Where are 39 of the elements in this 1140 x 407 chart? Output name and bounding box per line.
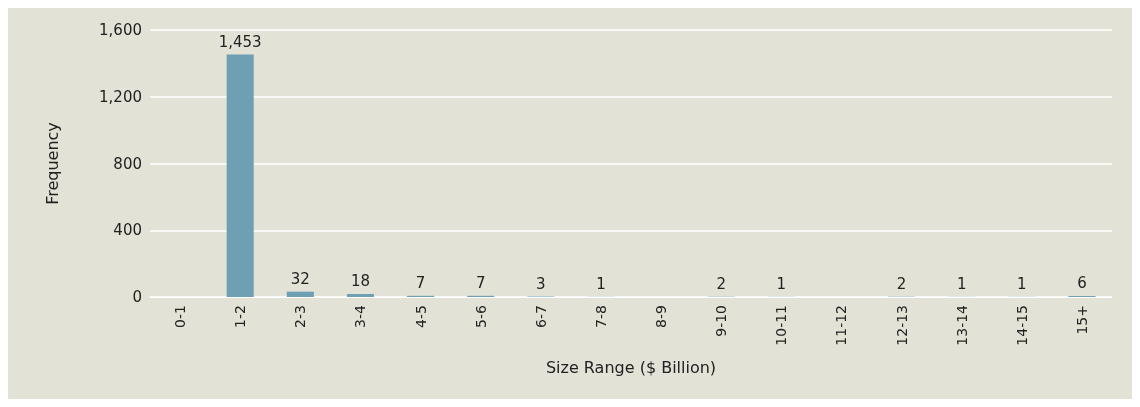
data-label: 7 xyxy=(475,274,486,293)
x-tick-label: 9-10 xyxy=(713,305,730,337)
y-tick-label: 1,600 xyxy=(99,21,142,39)
x-tick-label: 14-15 xyxy=(1013,305,1030,346)
data-label: 3 xyxy=(536,275,546,293)
x-tick-label: 8-9 xyxy=(653,305,670,328)
x-tick-label: 15+ xyxy=(1073,305,1090,335)
x-tick-label: 7-8 xyxy=(592,305,609,328)
bar xyxy=(286,291,314,297)
data-label: 1 xyxy=(956,275,967,294)
y-tick-label: 1,200 xyxy=(99,87,142,106)
data-label: 6 xyxy=(1077,274,1087,293)
data-label: 32 xyxy=(290,270,310,289)
x-axis-title: Size Range ($ Billion) xyxy=(545,357,717,377)
y-axis-title: Frequency xyxy=(42,122,62,205)
x-tick-label: 5-6 xyxy=(472,304,489,328)
data-label: 7 xyxy=(415,274,426,293)
data-label: 1,453 xyxy=(218,33,262,52)
data-label: 2 xyxy=(716,275,726,294)
data-label: 18 xyxy=(350,272,370,291)
y-tick-label: 800 xyxy=(113,154,142,173)
bar xyxy=(346,294,374,297)
x-tick-label: 6-7 xyxy=(532,305,549,328)
x-tick-label: 12-13 xyxy=(893,305,910,346)
x-tick-label: 10-11 xyxy=(773,305,790,346)
data-label: 1 xyxy=(1017,275,1027,294)
y-tick-label: 0 xyxy=(132,288,142,306)
data-label: 1 xyxy=(596,275,606,294)
x-tick-label: 4-5 xyxy=(412,305,429,328)
x-tick-label: 3-4 xyxy=(352,304,369,328)
data-label: 1 xyxy=(776,275,787,294)
x-tick-label: 11-12 xyxy=(833,305,850,346)
x-tick-label: 0-1 xyxy=(172,305,189,328)
x-tick-label: 2-3 xyxy=(292,305,309,328)
x-tick-label: 1-2 xyxy=(232,305,249,328)
data-label: 2 xyxy=(896,275,907,294)
x-tick-label: 13-14 xyxy=(953,304,970,346)
y-tick-label: 400 xyxy=(113,221,142,240)
bar xyxy=(226,54,254,297)
